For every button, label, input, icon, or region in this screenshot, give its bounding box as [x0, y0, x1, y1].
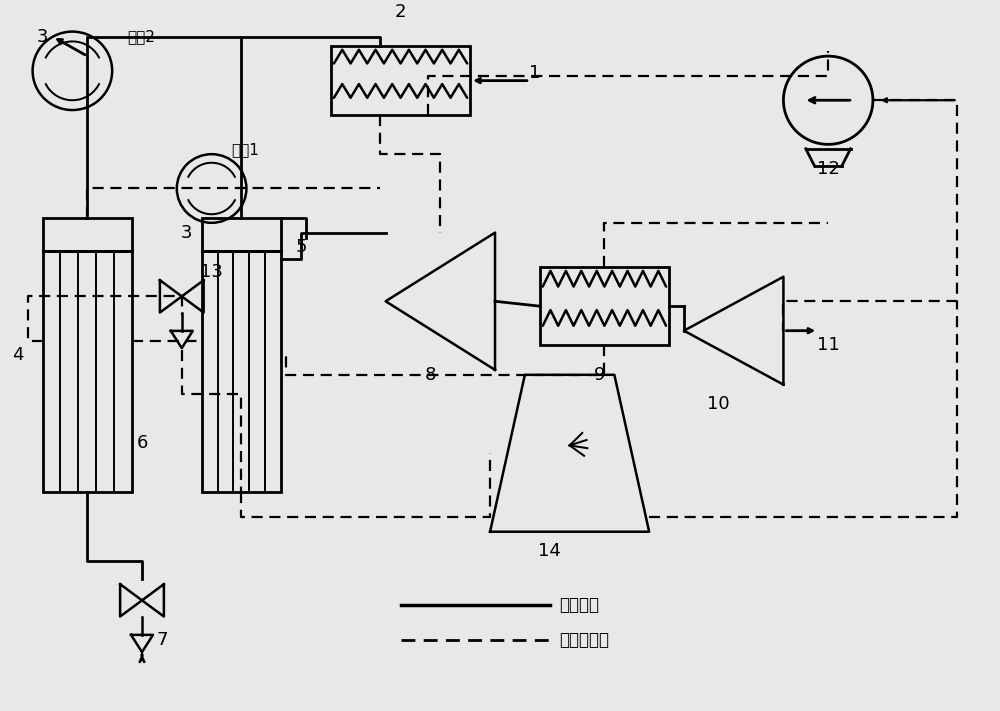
Text: 9: 9	[594, 366, 605, 384]
Bar	[43, 218, 132, 251]
Text: 13: 13	[200, 263, 223, 281]
Text: 6: 6	[136, 434, 148, 452]
Text: 8: 8	[425, 366, 436, 384]
Text: 2: 2	[395, 3, 406, 21]
Text: 加热水管路: 加热水管路	[560, 631, 610, 648]
Bar	[540, 267, 669, 346]
Bar	[202, 218, 281, 251]
Text: 5: 5	[295, 238, 307, 257]
Text: 状态1: 状态1	[232, 141, 259, 156]
Text: 11: 11	[817, 336, 840, 354]
Text: 7: 7	[156, 631, 168, 648]
Text: 3: 3	[181, 224, 192, 242]
Text: 状态2: 状态2	[127, 29, 155, 44]
Bar	[202, 251, 281, 493]
Text: 烟气管路: 烟气管路	[560, 597, 600, 614]
Text: 1: 1	[529, 64, 540, 82]
Bar	[331, 46, 470, 115]
Text: 3: 3	[37, 28, 48, 46]
Text: 4: 4	[12, 346, 23, 364]
Text: 12: 12	[817, 160, 840, 178]
Bar	[43, 251, 132, 493]
Text: 14: 14	[538, 542, 561, 560]
Text: 10: 10	[707, 395, 730, 413]
